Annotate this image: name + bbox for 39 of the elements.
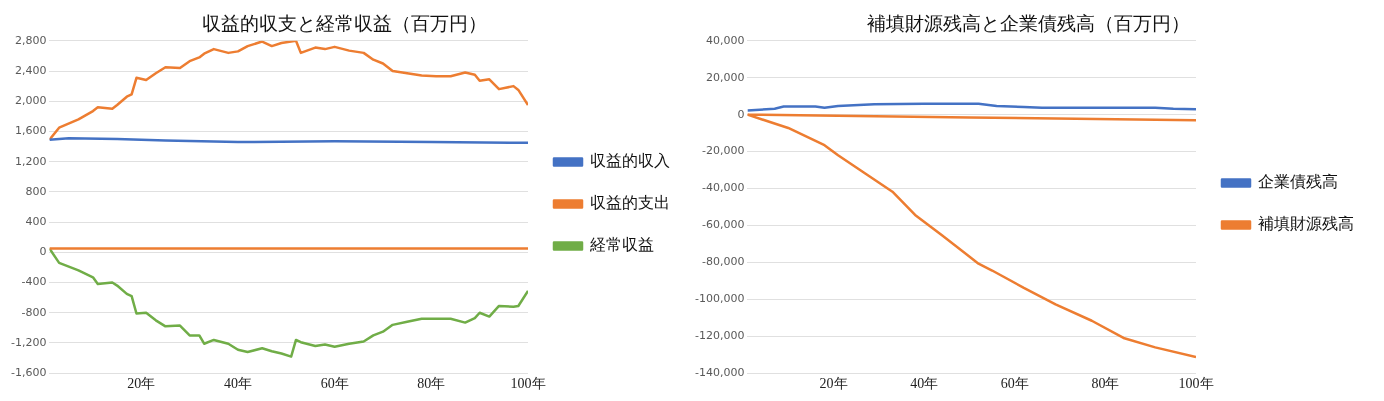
y-tick-label: 0 (39, 245, 47, 259)
legend-label: 企業債残高 (1258, 173, 1338, 191)
legend-label: 収益的支出 (590, 194, 670, 212)
x-tick-label: 20年 (127, 376, 156, 392)
y-tick-label: 40,000 (705, 33, 745, 47)
y-tick-label: 1,600 (14, 124, 47, 138)
y-tick-label: 1,200 (14, 154, 47, 168)
chart-title: 補填財源残高と企業債残高（百万円） (866, 13, 1190, 35)
y-tick-label: 2,400 (14, 63, 47, 77)
y-tick-label: 400 (25, 214, 47, 228)
x-tick-label: 60年 (1000, 376, 1029, 392)
legend-label: 補填財源残高 (1258, 215, 1354, 233)
y-tick-label: -20,000 (701, 144, 745, 158)
x-tick-label: 80年 (1091, 376, 1120, 392)
x-tick-label: 40年 (910, 376, 939, 392)
legend-label: 収益的収入 (590, 152, 670, 170)
y-tick-label: -800 (21, 305, 47, 319)
y-tick-label: 2,000 (14, 94, 47, 108)
y-tick-label: -1,600 (10, 366, 47, 380)
x-tick-label: 80年 (417, 376, 446, 392)
x-tick-label: 60年 (320, 376, 349, 392)
y-tick-label: 20,000 (705, 70, 745, 84)
legend-label: 経常収益 (589, 236, 654, 254)
y-tick-label: 0 (737, 107, 745, 121)
y-tick-label: -40,000 (701, 181, 745, 195)
y-tick-label: -400 (21, 275, 47, 289)
y-tick-label: 800 (25, 184, 47, 198)
y-tick-label: -100,000 (694, 292, 745, 306)
chart-title: 収益的収支と経常収益（百万円） (201, 13, 487, 35)
y-tick-label: -60,000 (701, 218, 745, 232)
y-tick-label: -140,000 (694, 366, 745, 380)
x-tick-label: 20年 (819, 376, 848, 392)
y-tick-label: -80,000 (701, 255, 745, 269)
y-tick-label: 2,800 (14, 33, 47, 47)
x-tick-label: 40年 (223, 376, 252, 392)
x-tick-label: 100年 (510, 376, 546, 392)
x-tick-label: 100年 (1178, 376, 1214, 392)
y-tick-label: -1,200 (10, 335, 47, 349)
y-tick-label: -120,000 (694, 329, 745, 343)
